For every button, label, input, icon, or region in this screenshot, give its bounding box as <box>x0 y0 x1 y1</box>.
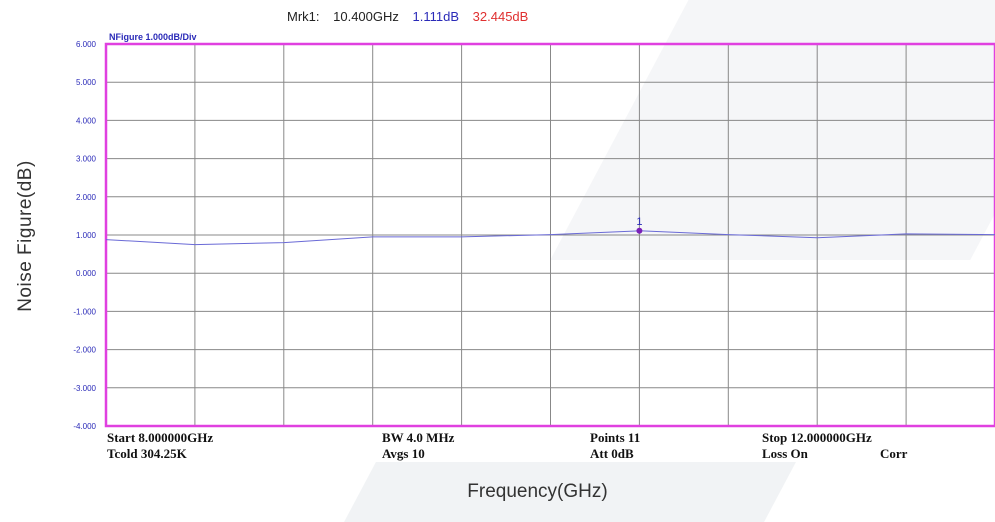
y-tick-label: 4.000 <box>76 116 97 125</box>
marker-label: Mrk1: <box>287 9 320 24</box>
marker-value-db: 1.111dB <box>412 9 460 24</box>
stop-frequency: Stop 12.000000GHz <box>762 430 872 445</box>
y-tick-label: -3.000 <box>73 384 96 393</box>
points: Points 11 <box>590 430 641 445</box>
y-tick-label: -2.000 <box>73 346 96 355</box>
y-tick-label: 3.000 <box>76 155 97 164</box>
start-frequency: Start 8.000000GHz <box>107 430 214 445</box>
averages: Avgs 10 <box>382 446 425 461</box>
marker-1-point <box>636 227 643 234</box>
y-tick-label: 6.000 <box>76 40 97 49</box>
loss-compensation: Loss On <box>762 446 808 461</box>
attenuation: Att 0dB <box>590 446 634 461</box>
y-tick-label: 2.000 <box>76 193 97 202</box>
noise-figure-trace <box>105 230 995 246</box>
y-tick-label: -1.000 <box>73 307 96 316</box>
marker-value-secondary: 32.445dB <box>472 9 529 24</box>
y-tick-label: 5.000 <box>76 78 97 87</box>
plot-frame <box>104 42 995 428</box>
y-tick-label: 0.000 <box>76 269 97 278</box>
y-tick-label: -4.000 <box>73 422 96 431</box>
y-tick-labels: 6.000 5.000 4.000 3.000 2.000 1.000 0.000 -1.00… <box>73 40 96 431</box>
noise-figure-chart: NFigure 1.000dB/Div 6.000 5.000 4.000 3.000… <box>73 32 995 431</box>
bandwidth: BW 4.0 MHz <box>382 430 455 445</box>
correction: Corr <box>880 446 908 461</box>
y-tick-label: 1.000 <box>76 231 97 240</box>
instrument-settings: Start 8.000000GHz Tcold 304.25K BW 4.0 M… <box>0 430 995 464</box>
scale-label: NFigure 1.000dB/Div <box>109 32 197 42</box>
marker-1-label: 1 <box>636 216 642 228</box>
marker-frequency: 10.400GHz <box>333 9 399 24</box>
marker-readout: Mrk1: 10.400GHz 1.111dB 32.445dB <box>287 9 528 24</box>
x-axis-label: Frequency(GHz) <box>467 481 608 502</box>
tcold-value: Tcold 304.25K <box>107 446 187 461</box>
